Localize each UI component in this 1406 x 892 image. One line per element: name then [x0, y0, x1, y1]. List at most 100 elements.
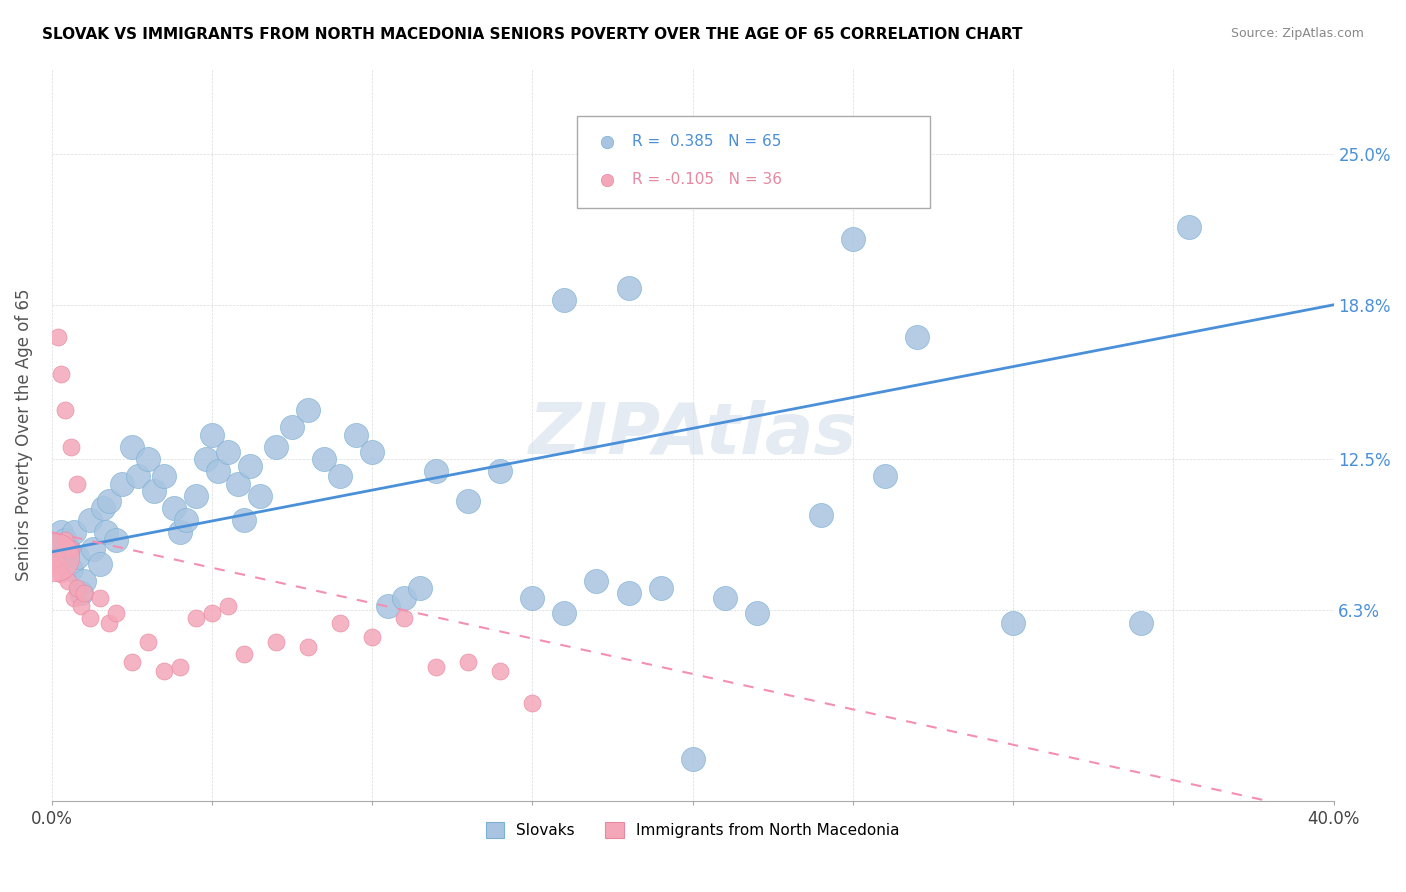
Y-axis label: Seniors Poverty Over the Age of 65: Seniors Poverty Over the Age of 65	[15, 288, 32, 581]
Point	[522, 591, 544, 606]
Point	[553, 293, 575, 308]
Text: R = -0.105   N = 36: R = -0.105 N = 36	[633, 172, 782, 187]
Point	[127, 469, 149, 483]
Point	[394, 591, 416, 606]
Point	[1130, 615, 1153, 630]
Point	[217, 444, 239, 458]
Point	[1002, 615, 1025, 630]
Point	[98, 615, 121, 630]
Point	[59, 440, 82, 454]
Point	[79, 611, 101, 625]
Point	[89, 557, 111, 571]
Point	[51, 525, 73, 540]
Point	[44, 549, 66, 564]
Point	[121, 655, 143, 669]
Point	[425, 659, 447, 673]
Point	[409, 582, 432, 596]
FancyBboxPatch shape	[578, 116, 929, 208]
Point	[176, 513, 198, 527]
Point	[121, 440, 143, 454]
Point	[59, 562, 82, 576]
Legend: Slovaks, Immigrants from North Macedonia: Slovaks, Immigrants from North Macedonia	[479, 816, 905, 845]
Point	[905, 330, 928, 344]
Point	[264, 440, 287, 454]
Point	[143, 483, 166, 498]
Point	[617, 586, 640, 600]
Point	[59, 542, 82, 557]
Point	[457, 655, 479, 669]
Text: SLOVAK VS IMMIGRANTS FROM NORTH MACEDONIA SENIORS POVERTY OVER THE AGE OF 65 COR: SLOVAK VS IMMIGRANTS FROM NORTH MACEDONI…	[42, 27, 1022, 42]
Point	[810, 508, 832, 523]
Point	[553, 606, 575, 620]
Point	[162, 500, 184, 515]
Point	[169, 525, 191, 540]
Point	[585, 574, 607, 589]
Point	[66, 476, 89, 491]
Point	[66, 549, 89, 564]
Point	[425, 464, 447, 478]
Point	[522, 696, 544, 710]
Point	[73, 574, 96, 589]
Point	[457, 493, 479, 508]
Point	[98, 493, 121, 508]
Point	[82, 542, 104, 557]
Point	[153, 665, 176, 679]
Point	[69, 599, 91, 613]
Text: R =  0.385   N = 65: R = 0.385 N = 65	[633, 135, 782, 149]
Point	[489, 665, 512, 679]
Point	[44, 549, 66, 564]
Point	[394, 611, 416, 625]
Point	[207, 464, 229, 478]
Point	[46, 330, 69, 344]
Point	[89, 591, 111, 606]
Point	[1178, 220, 1201, 235]
Point	[63, 525, 86, 540]
Point	[194, 452, 217, 467]
Point	[281, 420, 304, 434]
Point	[91, 500, 114, 515]
Point	[136, 452, 159, 467]
Point	[617, 281, 640, 295]
Point	[104, 606, 127, 620]
Point	[111, 476, 134, 491]
Point	[201, 427, 224, 442]
Point	[46, 557, 69, 571]
Point	[217, 599, 239, 613]
Point	[249, 489, 271, 503]
Text: Source: ZipAtlas.com: Source: ZipAtlas.com	[1230, 27, 1364, 40]
Point	[53, 533, 76, 547]
Point	[361, 444, 384, 458]
Point	[745, 606, 768, 620]
Point	[46, 537, 69, 551]
Point	[682, 752, 704, 766]
Point	[329, 469, 352, 483]
Point	[53, 403, 76, 417]
Point	[79, 513, 101, 527]
Point	[297, 403, 319, 417]
Point	[184, 611, 207, 625]
Point	[56, 574, 79, 589]
Point	[104, 533, 127, 547]
Point	[344, 427, 367, 442]
Point	[66, 582, 89, 596]
Point	[69, 586, 91, 600]
Point	[489, 464, 512, 478]
Point	[226, 476, 249, 491]
Point	[136, 635, 159, 649]
Point	[53, 533, 76, 547]
Point	[201, 606, 224, 620]
Point	[713, 591, 735, 606]
Point	[239, 459, 262, 474]
Point	[842, 232, 865, 246]
Point	[44, 549, 66, 564]
Point	[63, 591, 86, 606]
Point	[264, 635, 287, 649]
Point	[51, 367, 73, 381]
Point	[96, 525, 118, 540]
Point	[233, 513, 256, 527]
Point	[233, 648, 256, 662]
Point	[314, 452, 336, 467]
Point	[73, 586, 96, 600]
Point	[297, 640, 319, 654]
Point	[329, 615, 352, 630]
